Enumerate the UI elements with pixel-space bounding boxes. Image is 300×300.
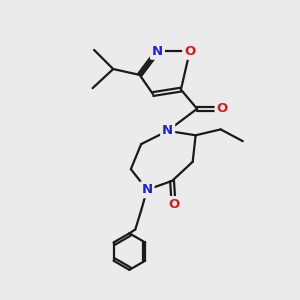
- Text: N: N: [152, 45, 163, 58]
- Text: O: O: [217, 102, 228, 115]
- Text: O: O: [168, 198, 179, 211]
- Text: N: N: [162, 124, 173, 137]
- Text: N: N: [142, 183, 153, 196]
- Text: O: O: [184, 45, 195, 58]
